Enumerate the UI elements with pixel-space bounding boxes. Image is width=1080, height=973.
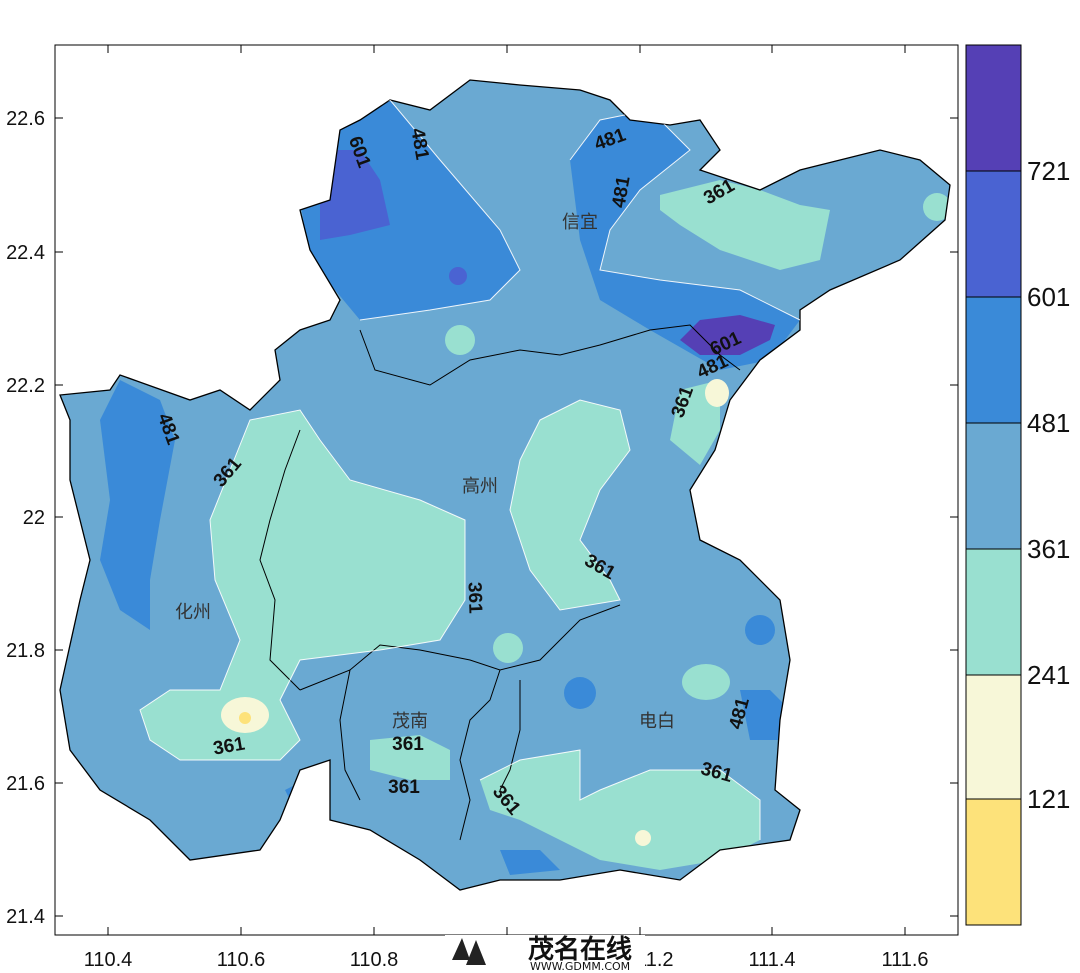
zone-481-south bbox=[500, 850, 560, 875]
x-tick-label: 110.6 bbox=[217, 949, 266, 971]
watermark-brand: 茂名在线 bbox=[528, 934, 632, 965]
watermark-mark-icon bbox=[452, 938, 486, 965]
city-label-gaozhou: 高州 bbox=[462, 476, 498, 497]
watermark-url: WWW.GDMM.COM bbox=[530, 960, 630, 973]
city-label-maonan: 茂南 bbox=[392, 711, 428, 732]
legend-swatch bbox=[965, 44, 1022, 172]
color-legend: 721 601 481 361 241 121 bbox=[965, 44, 1070, 926]
legend-label: 601 bbox=[1027, 282, 1070, 312]
city-labels: 信宜 高州 化州 茂南 电白 bbox=[175, 212, 675, 732]
legend-swatch bbox=[965, 798, 1022, 926]
contour-label: 361 bbox=[388, 777, 420, 798]
y-tick-label: 22.2 bbox=[6, 375, 45, 397]
contour-lines bbox=[139, 99, 801, 840]
contour-west-1 bbox=[139, 409, 466, 761]
city-label-dianbai: 电白 bbox=[639, 711, 675, 732]
legend-label: 481 bbox=[1027, 408, 1070, 438]
zone-241-dot-4 bbox=[923, 193, 950, 221]
legend-swatch bbox=[965, 422, 1022, 550]
legend-label: 241 bbox=[1027, 660, 1070, 690]
legend-swatch bbox=[965, 674, 1022, 800]
zone-601-east bbox=[680, 315, 775, 355]
contour-south bbox=[479, 749, 761, 840]
boundary-xinyi-gaozhou bbox=[359, 324, 741, 386]
county-boundaries bbox=[259, 324, 741, 841]
zone-601-dot bbox=[449, 267, 467, 285]
zone-601-north-west bbox=[320, 150, 390, 240]
x-tick-label: 110.4 bbox=[84, 949, 133, 971]
zone-0-west bbox=[239, 712, 251, 724]
legend-label: 121 bbox=[1027, 784, 1070, 814]
x-tick-label: 111.6 bbox=[881, 949, 928, 971]
y-tick-label: 22 bbox=[23, 507, 45, 529]
zone-241-central-west bbox=[140, 410, 465, 760]
zone-241-north-east bbox=[660, 180, 830, 270]
legend-label: 361 bbox=[1027, 534, 1070, 564]
contour-label: 361 bbox=[463, 582, 485, 615]
boundary-maonan-east bbox=[459, 669, 501, 841]
legend-swatch bbox=[965, 170, 1022, 298]
legend-swatch bbox=[965, 296, 1022, 424]
zone-241-central-east bbox=[510, 400, 630, 610]
axis-ticks bbox=[55, 45, 958, 935]
x-tick-label: 110.8 bbox=[350, 949, 399, 971]
city-label-huazhou: 化州 bbox=[175, 602, 211, 623]
y-tick-label: 21.4 bbox=[6, 906, 45, 928]
boundary-maonan bbox=[299, 604, 621, 691]
boundary-maonan-west bbox=[339, 669, 361, 801]
zone-481-east bbox=[740, 690, 790, 740]
contour-label: 361 bbox=[392, 734, 424, 755]
boundary-huazhou-gaozhou bbox=[259, 429, 301, 691]
zone-241-south bbox=[480, 750, 760, 870]
watermark-logo: 茂名在线 WWW.GDMM.COM bbox=[445, 934, 645, 973]
zone-241-dot-1 bbox=[445, 325, 475, 355]
zone-481-north-east bbox=[570, 110, 800, 370]
x-tick-label: 111.4 bbox=[748, 949, 795, 971]
y-tick-labels: 22.6 22.4 22.2 22 21.8 21.6 21.4 bbox=[6, 108, 45, 928]
zone-121-south bbox=[635, 830, 651, 846]
legend-swatch bbox=[965, 548, 1022, 676]
boundary-dianbai bbox=[499, 680, 521, 791]
y-tick-label: 21.6 bbox=[6, 773, 45, 795]
contour-east-1 bbox=[509, 399, 631, 611]
zone-481-dot-2 bbox=[745, 615, 775, 645]
zone-241-dot-3 bbox=[682, 664, 730, 700]
legend-label: 721 bbox=[1027, 156, 1070, 186]
y-tick-label: 22.6 bbox=[6, 108, 45, 130]
contour-ne bbox=[569, 109, 801, 321]
zone-481-west bbox=[100, 380, 175, 630]
zone-481-dot-1 bbox=[564, 677, 596, 709]
y-tick-label: 22.4 bbox=[6, 242, 45, 264]
zone-241-maonan bbox=[370, 735, 450, 780]
zone-121-east bbox=[705, 379, 729, 407]
city-label-xinyi: 信宜 bbox=[562, 212, 598, 233]
zone-241-dot-2 bbox=[493, 633, 523, 663]
y-tick-label: 21.8 bbox=[6, 640, 45, 662]
